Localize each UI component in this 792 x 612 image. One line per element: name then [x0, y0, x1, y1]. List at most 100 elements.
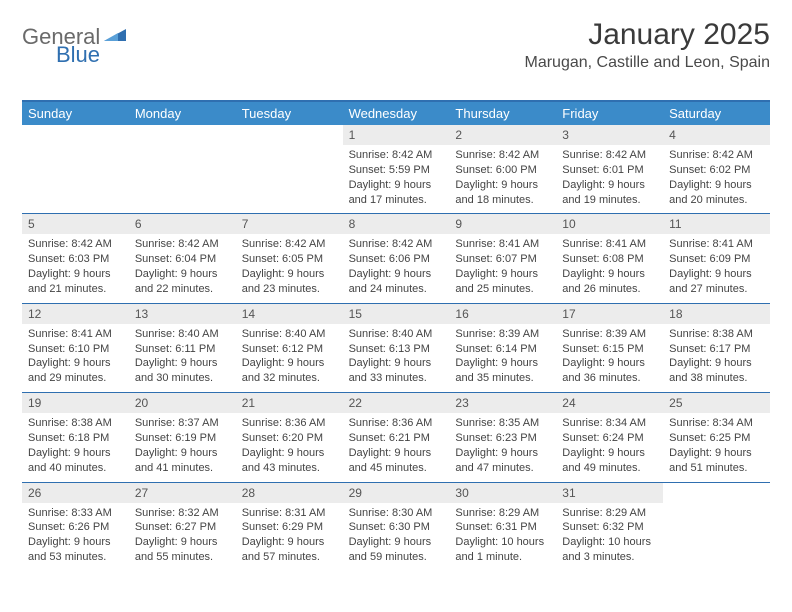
header: General January 2025 Marugan, Castille a… [22, 18, 770, 72]
day-info: Sunrise: 8:29 AMSunset: 6:32 PMDaylight:… [556, 503, 663, 571]
daylight-text: Daylight: 9 hours and 24 minutes. [349, 267, 444, 297]
daylight-text: Daylight: 9 hours and 55 minutes. [135, 535, 230, 565]
day-number: 20 [129, 393, 236, 413]
day-number [129, 125, 236, 145]
day-info: Sunrise: 8:38 AMSunset: 6:17 PMDaylight:… [663, 324, 770, 392]
week-row: 1Sunrise: 8:42 AMSunset: 5:59 PMDaylight… [22, 125, 770, 213]
day-cell: 12Sunrise: 8:41 AMSunset: 6:10 PMDayligh… [22, 304, 129, 392]
daylight-text: Daylight: 10 hours and 1 minute. [455, 535, 550, 565]
day-info: Sunrise: 8:42 AMSunset: 6:03 PMDaylight:… [22, 234, 129, 302]
sunset-text: Sunset: 6:10 PM [28, 342, 123, 357]
sunset-text: Sunset: 6:29 PM [242, 520, 337, 535]
day-number: 16 [449, 304, 556, 324]
day-cell: 2Sunrise: 8:42 AMSunset: 6:00 PMDaylight… [449, 125, 556, 213]
sunset-text: Sunset: 6:07 PM [455, 252, 550, 267]
day-number: 21 [236, 393, 343, 413]
sunset-text: Sunset: 6:01 PM [562, 163, 657, 178]
dayname: Thursday [449, 102, 556, 125]
dayname: Sunday [22, 102, 129, 125]
sunset-text: Sunset: 6:14 PM [455, 342, 550, 357]
daylight-text: Daylight: 9 hours and 18 minutes. [455, 178, 550, 208]
day-number [236, 125, 343, 145]
day-info: Sunrise: 8:32 AMSunset: 6:27 PMDaylight:… [129, 503, 236, 571]
day-info: Sunrise: 8:41 AMSunset: 6:07 PMDaylight:… [449, 234, 556, 302]
day-info: Sunrise: 8:40 AMSunset: 6:12 PMDaylight:… [236, 324, 343, 392]
day-cell: 4Sunrise: 8:42 AMSunset: 6:02 PMDaylight… [663, 125, 770, 213]
day-number: 13 [129, 304, 236, 324]
day-cell: 15Sunrise: 8:40 AMSunset: 6:13 PMDayligh… [343, 304, 450, 392]
daylight-text: Daylight: 9 hours and 32 minutes. [242, 356, 337, 386]
week-row: 12Sunrise: 8:41 AMSunset: 6:10 PMDayligh… [22, 303, 770, 392]
day-info: Sunrise: 8:39 AMSunset: 6:15 PMDaylight:… [556, 324, 663, 392]
sunset-text: Sunset: 6:08 PM [562, 252, 657, 267]
daylight-text: Daylight: 9 hours and 21 minutes. [28, 267, 123, 297]
dayname-row: SundayMondayTuesdayWednesdayThursdayFrid… [22, 102, 770, 125]
sunrise-text: Sunrise: 8:37 AM [135, 416, 230, 431]
calendar: SundayMondayTuesdayWednesdayThursdayFrid… [22, 100, 770, 571]
day-number: 30 [449, 483, 556, 503]
day-number: 5 [22, 214, 129, 234]
day-number: 9 [449, 214, 556, 234]
daylight-text: Daylight: 9 hours and 22 minutes. [135, 267, 230, 297]
day-cell: 1Sunrise: 8:42 AMSunset: 5:59 PMDaylight… [343, 125, 450, 213]
daylight-text: Daylight: 9 hours and 25 minutes. [455, 267, 550, 297]
dayname: Monday [129, 102, 236, 125]
location: Marugan, Castille and Leon, Spain [525, 54, 771, 72]
sunset-text: Sunset: 6:26 PM [28, 520, 123, 535]
day-cell: 16Sunrise: 8:39 AMSunset: 6:14 PMDayligh… [449, 304, 556, 392]
daylight-text: Daylight: 9 hours and 33 minutes. [349, 356, 444, 386]
day-cell: 20Sunrise: 8:37 AMSunset: 6:19 PMDayligh… [129, 393, 236, 481]
day-number: 10 [556, 214, 663, 234]
sunset-text: Sunset: 6:25 PM [669, 431, 764, 446]
sunrise-text: Sunrise: 8:35 AM [455, 416, 550, 431]
day-cell [663, 483, 770, 571]
daylight-text: Daylight: 9 hours and 51 minutes. [669, 446, 764, 476]
daylight-text: Daylight: 9 hours and 19 minutes. [562, 178, 657, 208]
day-info: Sunrise: 8:34 AMSunset: 6:25 PMDaylight:… [663, 413, 770, 481]
daylight-text: Daylight: 9 hours and 20 minutes. [669, 178, 764, 208]
sunrise-text: Sunrise: 8:32 AM [135, 506, 230, 521]
daylight-text: Daylight: 9 hours and 45 minutes. [349, 446, 444, 476]
day-number: 28 [236, 483, 343, 503]
sunset-text: Sunset: 6:30 PM [349, 520, 444, 535]
day-info: Sunrise: 8:38 AMSunset: 6:18 PMDaylight:… [22, 413, 129, 481]
sunrise-text: Sunrise: 8:38 AM [669, 327, 764, 342]
day-cell: 13Sunrise: 8:40 AMSunset: 6:11 PMDayligh… [129, 304, 236, 392]
sunset-text: Sunset: 6:05 PM [242, 252, 337, 267]
sunset-text: Sunset: 6:27 PM [135, 520, 230, 535]
daylight-text: Daylight: 9 hours and 26 minutes. [562, 267, 657, 297]
sunrise-text: Sunrise: 8:29 AM [562, 506, 657, 521]
day-number [22, 125, 129, 145]
day-info: Sunrise: 8:36 AMSunset: 6:21 PMDaylight:… [343, 413, 450, 481]
day-cell: 21Sunrise: 8:36 AMSunset: 6:20 PMDayligh… [236, 393, 343, 481]
day-cell: 8Sunrise: 8:42 AMSunset: 6:06 PMDaylight… [343, 214, 450, 302]
day-number: 15 [343, 304, 450, 324]
day-info: Sunrise: 8:30 AMSunset: 6:30 PMDaylight:… [343, 503, 450, 571]
daylight-text: Daylight: 9 hours and 17 minutes. [349, 178, 444, 208]
brand-text-blue: Blue [56, 42, 100, 67]
day-cell: 23Sunrise: 8:35 AMSunset: 6:23 PMDayligh… [449, 393, 556, 481]
sunset-text: Sunset: 6:09 PM [669, 252, 764, 267]
day-info: Sunrise: 8:41 AMSunset: 6:10 PMDaylight:… [22, 324, 129, 392]
sunrise-text: Sunrise: 8:42 AM [28, 237, 123, 252]
day-number: 29 [343, 483, 450, 503]
brand-text-blue-wrap: Blue [56, 42, 100, 68]
week-row: 5Sunrise: 8:42 AMSunset: 6:03 PMDaylight… [22, 213, 770, 302]
day-number: 31 [556, 483, 663, 503]
sunrise-text: Sunrise: 8:42 AM [135, 237, 230, 252]
day-info: Sunrise: 8:35 AMSunset: 6:23 PMDaylight:… [449, 413, 556, 481]
day-cell: 24Sunrise: 8:34 AMSunset: 6:24 PMDayligh… [556, 393, 663, 481]
day-info: Sunrise: 8:42 AMSunset: 6:02 PMDaylight:… [663, 145, 770, 213]
sunset-text: Sunset: 6:12 PM [242, 342, 337, 357]
sunrise-text: Sunrise: 8:29 AM [455, 506, 550, 521]
sunrise-text: Sunrise: 8:39 AM [562, 327, 657, 342]
week-row: 26Sunrise: 8:33 AMSunset: 6:26 PMDayligh… [22, 482, 770, 571]
sunset-text: Sunset: 6:00 PM [455, 163, 550, 178]
sunset-text: Sunset: 6:31 PM [455, 520, 550, 535]
sunrise-text: Sunrise: 8:42 AM [242, 237, 337, 252]
daylight-text: Daylight: 9 hours and 53 minutes. [28, 535, 123, 565]
sunset-text: Sunset: 6:17 PM [669, 342, 764, 357]
day-info: Sunrise: 8:39 AMSunset: 6:14 PMDaylight:… [449, 324, 556, 392]
sunrise-text: Sunrise: 8:41 AM [455, 237, 550, 252]
day-info: Sunrise: 8:34 AMSunset: 6:24 PMDaylight:… [556, 413, 663, 481]
